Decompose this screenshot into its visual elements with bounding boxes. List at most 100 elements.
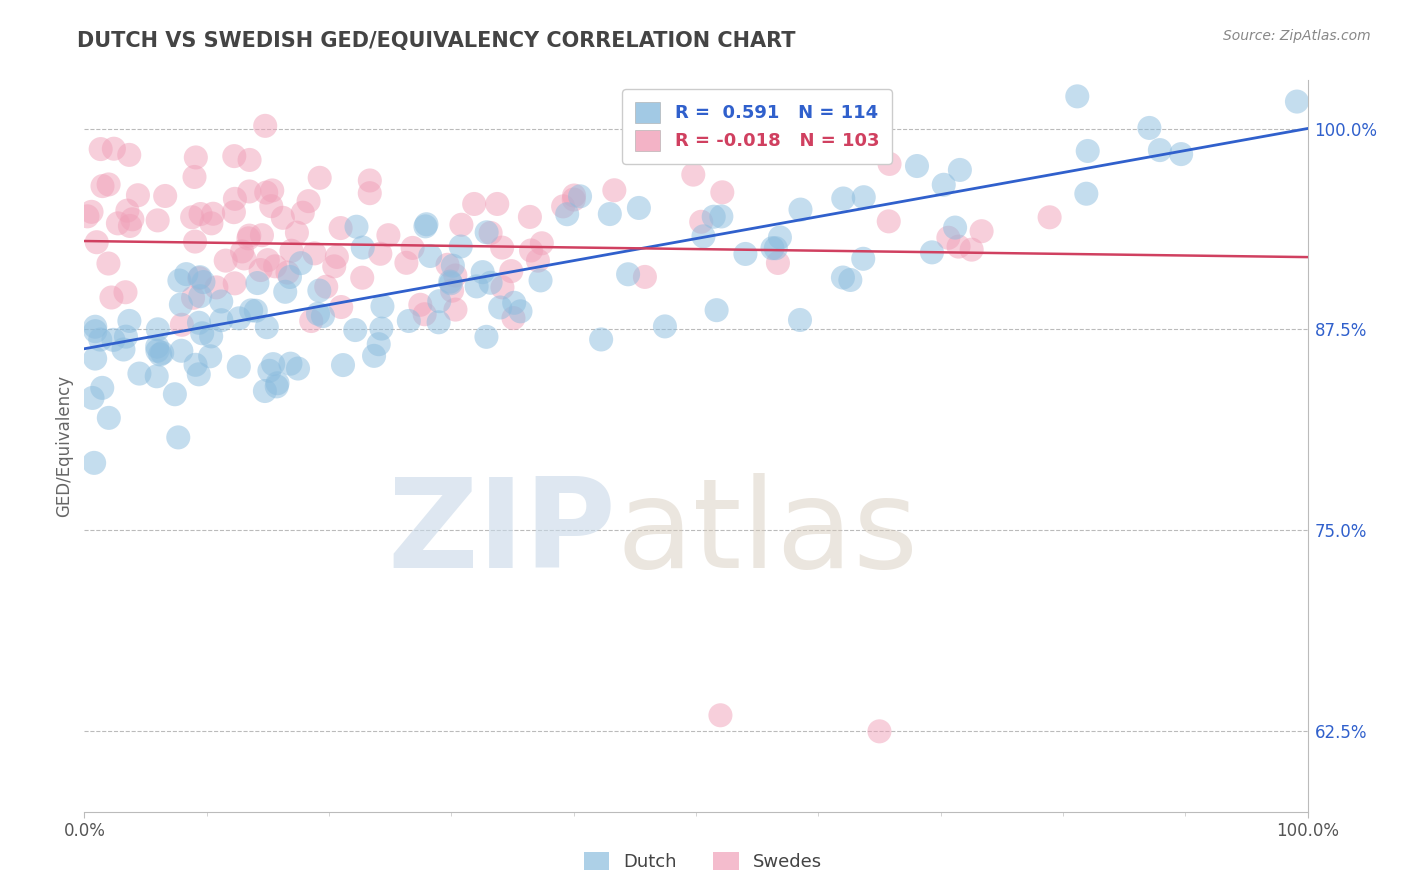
Swedes — [146, 213, 169, 227]
Dutch — [932, 178, 955, 192]
Dutch — [149, 347, 172, 361]
Dutch — [839, 273, 862, 287]
Swedes — [153, 189, 176, 203]
Dutch — [1076, 186, 1098, 201]
Dutch — [555, 207, 578, 221]
Swedes — [690, 215, 713, 229]
Dutch — [184, 358, 207, 372]
Swedes — [280, 244, 302, 258]
Swedes — [879, 157, 901, 171]
Swedes — [188, 271, 211, 285]
Dutch — [363, 349, 385, 363]
Dutch — [352, 241, 374, 255]
Swedes — [299, 314, 322, 328]
Dutch — [832, 192, 855, 206]
Swedes — [239, 153, 262, 167]
Swedes — [233, 252, 256, 266]
Dutch — [475, 330, 498, 344]
Swedes — [114, 285, 136, 300]
Swedes — [285, 226, 308, 240]
Dutch — [146, 322, 169, 336]
Swedes — [450, 218, 472, 232]
Dutch — [419, 249, 441, 263]
Swedes — [491, 241, 513, 255]
Dutch — [115, 329, 138, 343]
Dutch — [209, 294, 232, 309]
Swedes — [118, 148, 141, 162]
Dutch — [692, 229, 714, 244]
Swedes — [238, 231, 260, 245]
Swedes — [436, 258, 458, 272]
Dutch — [170, 343, 193, 358]
Swedes — [91, 179, 114, 194]
Swedes — [118, 219, 141, 233]
Dutch — [427, 315, 450, 329]
Dutch — [89, 333, 111, 347]
Dutch — [1137, 120, 1160, 135]
Swedes — [370, 247, 392, 261]
Swedes — [215, 253, 238, 268]
Swedes — [117, 203, 139, 218]
Swedes — [501, 264, 523, 278]
Dutch — [83, 456, 105, 470]
Dutch — [209, 313, 232, 327]
Swedes — [1039, 211, 1062, 225]
Dutch — [188, 289, 211, 303]
Swedes — [530, 236, 553, 251]
Dutch — [245, 303, 267, 318]
Swedes — [184, 235, 207, 249]
Legend: R =  0.591   N = 114, R = -0.018   N = 103: R = 0.591 N = 114, R = -0.018 N = 103 — [623, 89, 891, 163]
Swedes — [90, 142, 112, 156]
Dutch — [163, 387, 186, 401]
Swedes — [359, 186, 381, 201]
Swedes — [127, 188, 149, 202]
Dutch — [145, 369, 167, 384]
Swedes — [231, 244, 253, 259]
Dutch — [307, 307, 329, 321]
Dutch — [465, 279, 488, 293]
Swedes — [262, 184, 284, 198]
Swedes — [170, 318, 193, 332]
Dutch — [703, 210, 725, 224]
Swedes — [121, 212, 143, 227]
Swedes — [395, 256, 418, 270]
Dutch — [193, 275, 215, 289]
Dutch — [253, 384, 276, 398]
Dutch — [346, 219, 368, 234]
Swedes — [304, 246, 326, 260]
Dutch — [91, 381, 114, 395]
Swedes — [190, 207, 212, 221]
Swedes — [527, 253, 550, 268]
Dutch — [103, 333, 125, 347]
Text: ZIP: ZIP — [388, 474, 616, 594]
Dutch — [599, 207, 621, 221]
Dutch — [82, 391, 104, 405]
Dutch — [1149, 143, 1171, 157]
Swedes — [184, 151, 207, 165]
Swedes — [107, 216, 129, 230]
Swedes — [409, 298, 432, 312]
Swedes — [359, 173, 381, 187]
Swedes — [603, 183, 626, 197]
Dutch — [174, 267, 197, 281]
Swedes — [877, 214, 900, 228]
Dutch — [1077, 144, 1099, 158]
Swedes — [200, 216, 222, 230]
Dutch — [761, 241, 783, 255]
Dutch — [1066, 89, 1088, 103]
Swedes — [502, 311, 524, 326]
Dutch — [84, 319, 107, 334]
Swedes — [86, 235, 108, 250]
Swedes — [766, 256, 789, 270]
Swedes — [254, 119, 277, 133]
Dutch — [654, 319, 676, 334]
Swedes — [352, 270, 374, 285]
Swedes — [323, 260, 346, 274]
Dutch — [706, 303, 728, 318]
Swedes — [76, 210, 98, 224]
Dutch — [427, 294, 450, 309]
Dutch — [475, 225, 498, 239]
Swedes — [377, 228, 399, 243]
Swedes — [224, 149, 246, 163]
Swedes — [562, 193, 585, 207]
